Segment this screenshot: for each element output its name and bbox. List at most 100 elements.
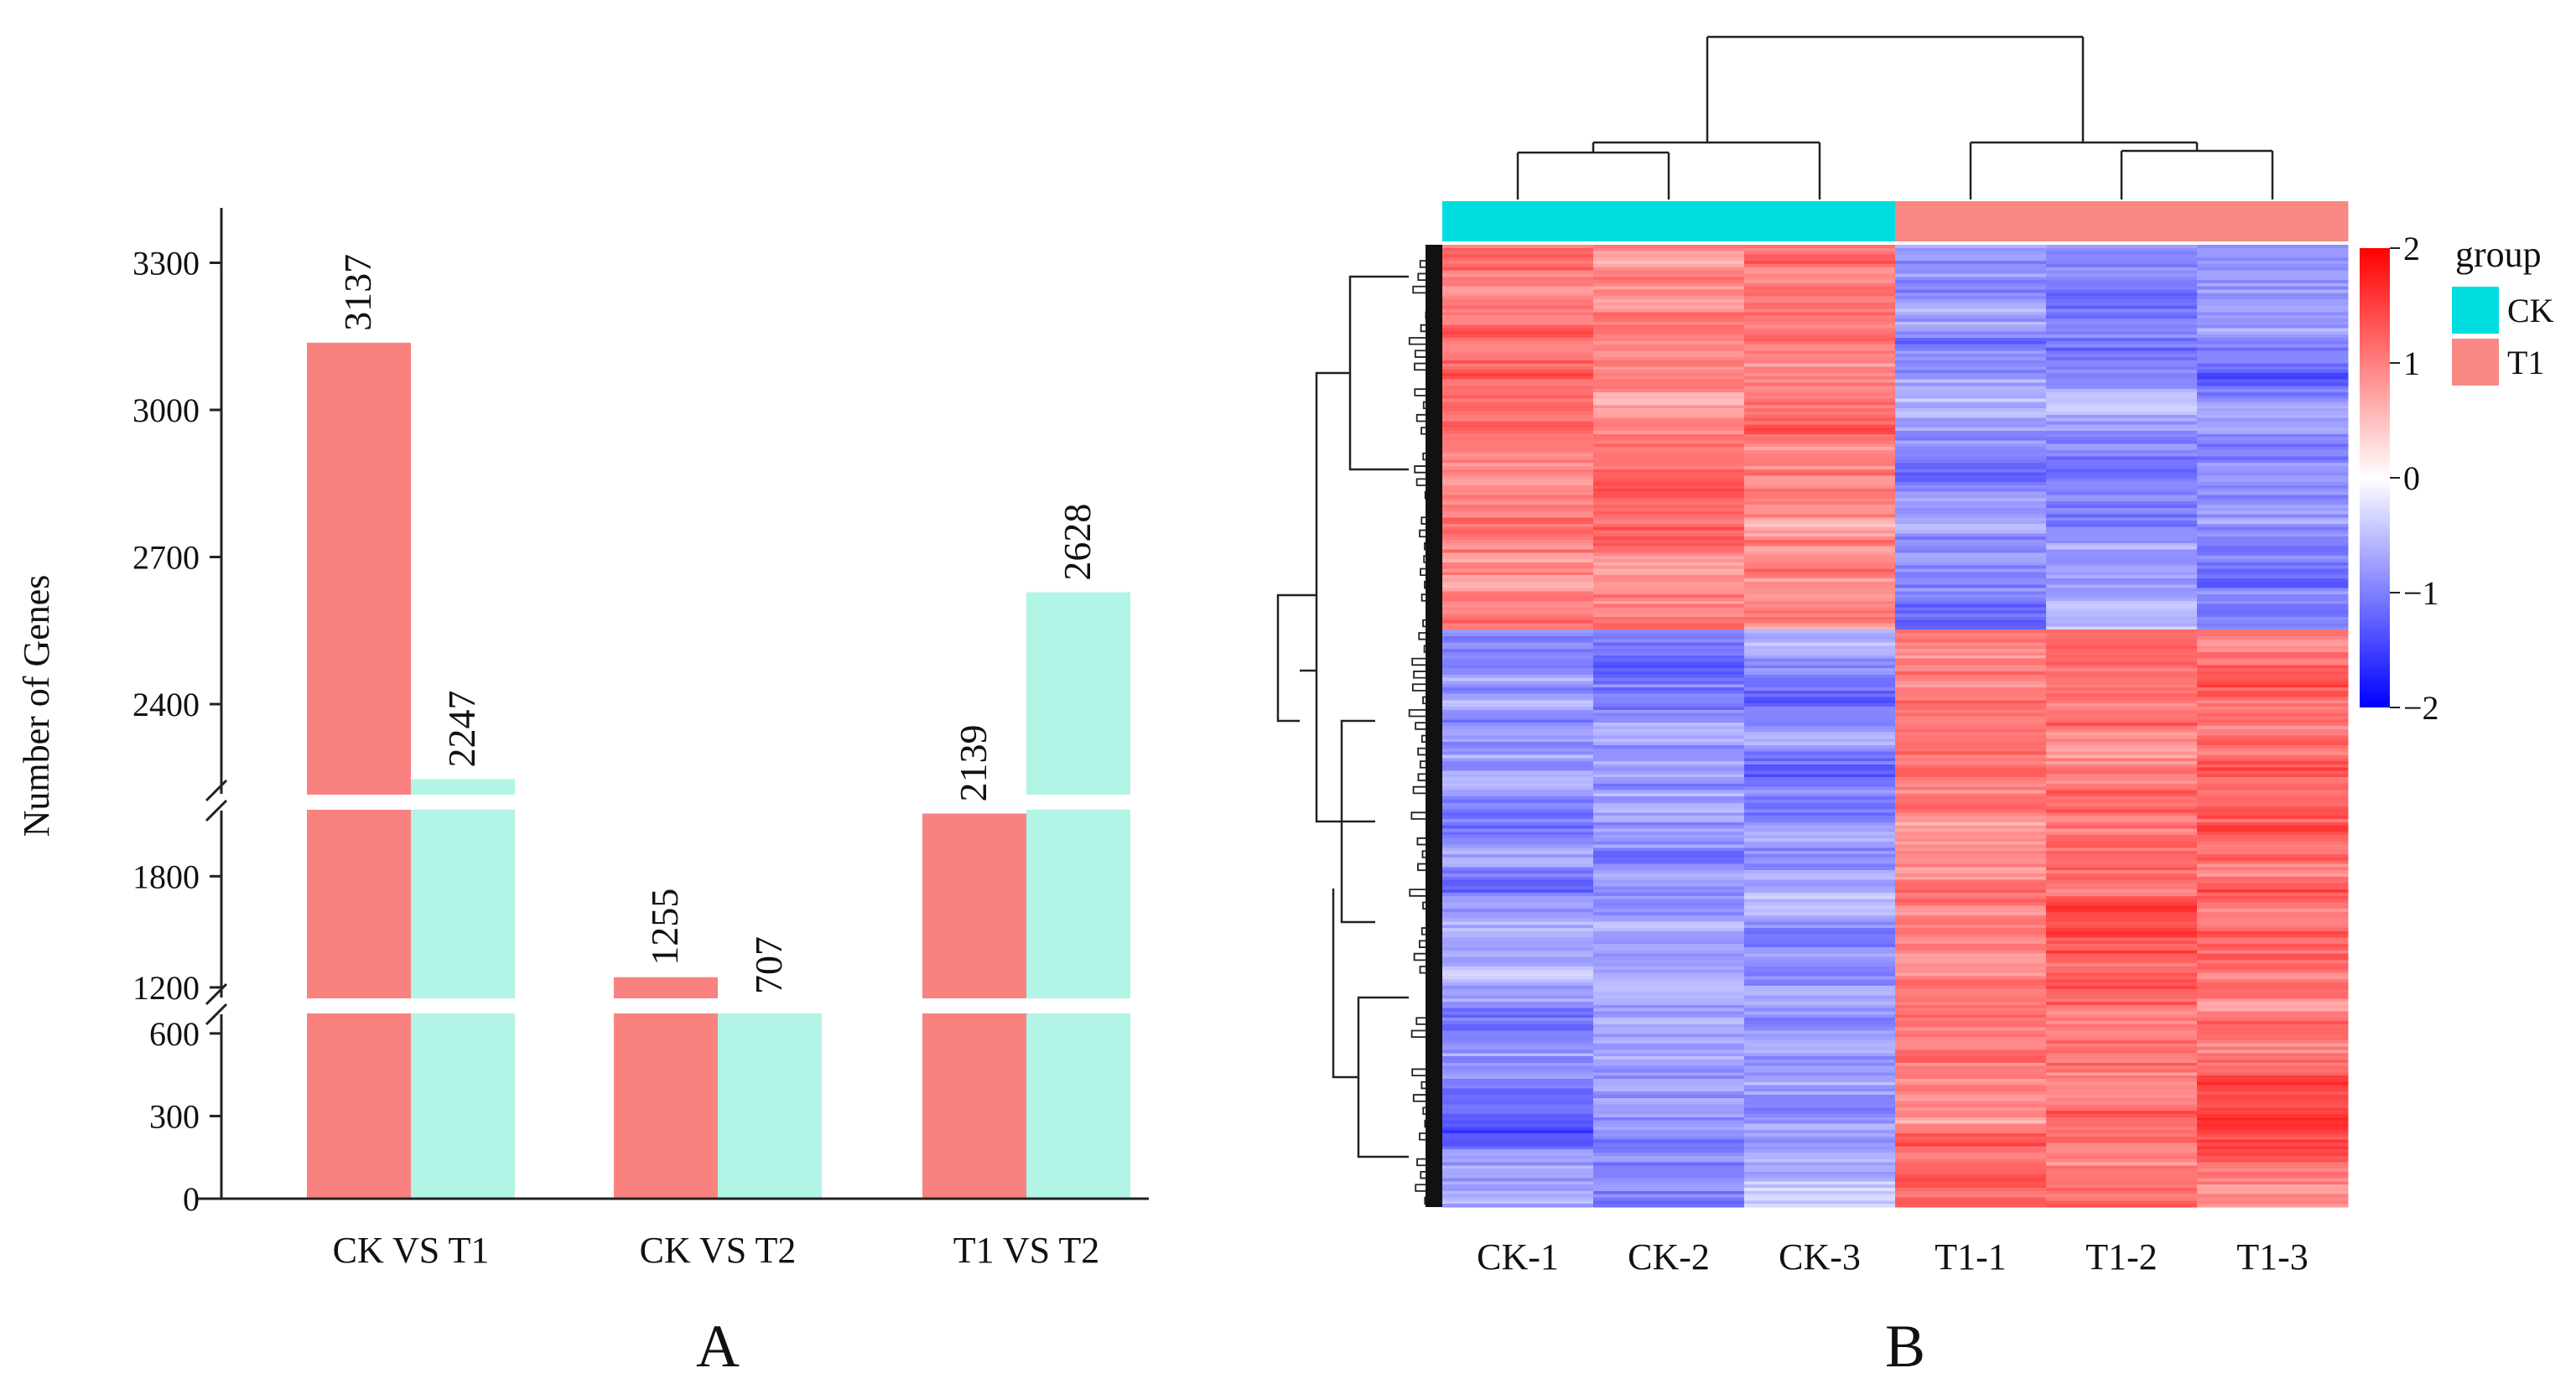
heatmap-cell	[1744, 392, 1896, 396]
heatmap-cell	[1895, 1188, 2047, 1192]
heatmap-cell	[2197, 988, 2349, 993]
heatmap-cell	[1895, 665, 2047, 669]
heatmap-cell	[2046, 488, 2198, 493]
heatmap-cell	[1593, 681, 1745, 685]
heatmap-cell	[1744, 428, 1896, 432]
category-label: T1 VS T2	[953, 1230, 1099, 1271]
heatmap-cell	[1442, 915, 1594, 920]
heatmap-cell	[2046, 633, 2198, 637]
heatmap-cell	[1744, 944, 1896, 948]
heatmap-cell	[2197, 366, 2349, 371]
heatmap-cell	[1744, 610, 1896, 614]
heatmap-cell	[1744, 969, 1896, 974]
heatmap-cell	[1442, 857, 1594, 862]
heatmap-cell	[1593, 607, 1745, 611]
heatmap-cell	[2197, 976, 2349, 980]
y-tick-label: 1800	[132, 858, 200, 895]
heatmap-cell	[2046, 777, 2198, 781]
heatmap-cell	[2197, 1004, 2349, 1009]
heatmap-cell	[2046, 319, 2198, 323]
heatmap-cell	[1895, 1002, 2047, 1006]
heatmap-cell	[1442, 925, 1594, 929]
heatmap-cell	[2046, 1037, 2198, 1041]
heatmap-cell	[1593, 305, 1745, 310]
heatmap-cell	[1895, 1081, 2047, 1086]
heatmap-cell	[2197, 751, 2349, 756]
heatmap-cell	[2046, 748, 2198, 753]
heatmap-cell	[2046, 857, 2198, 862]
heatmap-cell	[2046, 806, 2198, 811]
heatmap-cell	[1593, 860, 1745, 865]
heatmap-cell	[1744, 1149, 1896, 1153]
heatmap-cell	[1895, 376, 2047, 381]
heatmap-cell	[1442, 517, 1594, 521]
heatmap-cell	[1744, 466, 1896, 470]
heatmap-cell	[1895, 873, 2047, 878]
heatmap-cell	[1895, 972, 2047, 977]
heatmap-cell	[1442, 716, 1594, 720]
heatmap-cell	[1744, 1018, 1896, 1022]
heatmap-cell	[1895, 767, 2047, 772]
heatmap-cell	[1593, 937, 1745, 941]
heatmap-cell	[1593, 600, 1745, 605]
heatmap-cell	[2046, 597, 2198, 602]
heatmap-cell	[2197, 972, 2349, 977]
heatmap-cell	[2046, 847, 2198, 852]
heatmap-cell	[1593, 354, 1745, 358]
heatmap-cell	[1744, 982, 1896, 987]
heatmap-cell	[1744, 793, 1896, 797]
heatmap-cell	[1895, 786, 2047, 791]
heatmap-cell	[1593, 751, 1745, 756]
heatmap-cell	[2046, 408, 2198, 412]
heatmap-cell	[2046, 370, 2198, 374]
heatmap-cell	[2046, 299, 2198, 303]
heatmap-cell	[2197, 1111, 2349, 1115]
legend-title: group	[2455, 234, 2542, 275]
heatmap-cell	[1895, 937, 2047, 941]
heatmap-cell	[1895, 542, 2047, 547]
heatmap-cell	[2197, 1059, 2349, 1064]
heatmap-cell	[1744, 832, 1896, 836]
heatmap-cell	[1895, 1075, 2047, 1080]
heatmap-cell	[2197, 1188, 2349, 1192]
heatmap-cell	[2197, 684, 2349, 688]
heatmap-cell	[1442, 575, 1594, 579]
heatmap-cell	[1895, 562, 2047, 567]
heatmap-cell	[1744, 800, 1896, 804]
heatmap-cell	[1895, 649, 2047, 653]
heatmap-cell	[1442, 1194, 1594, 1199]
heatmap-cell	[2197, 649, 2349, 653]
heatmap-cell	[1895, 1095, 2047, 1099]
heatmap-cell	[1442, 774, 1594, 778]
heatmap-cell	[1744, 1155, 1896, 1160]
heatmap-cell	[1895, 809, 2047, 813]
heatmap-cell	[2197, 433, 2349, 438]
heatmap-cell	[1744, 774, 1896, 778]
heatmap-cell	[1744, 732, 1896, 737]
heatmap-cell	[1442, 411, 1594, 416]
heatmap-cell	[1744, 742, 1896, 746]
heatmap-cell	[2046, 315, 2198, 319]
heatmap-cell	[1442, 263, 1594, 268]
legend-swatch-ck	[2452, 287, 2499, 334]
heatmap-cell	[1895, 1056, 2047, 1060]
heatmap-cell	[2046, 398, 2198, 403]
heatmap-cell	[1442, 546, 1594, 551]
heatmap-cell	[1593, 928, 1745, 932]
legend-swatch-t1	[2452, 339, 2499, 386]
heatmap-cell	[1895, 1085, 2047, 1090]
heatmap-cell	[1895, 305, 2047, 310]
heatmap-cell	[1442, 247, 1594, 252]
heatmap-cell	[1593, 802, 1745, 807]
heatmap-cell	[1442, 482, 1594, 486]
heatmap-cell	[1442, 251, 1594, 256]
heatmap-cell	[1744, 1101, 1896, 1106]
heatmap-cell	[1442, 312, 1594, 316]
heatmap-cell	[1744, 1178, 1896, 1182]
heatmap-cell	[2197, 440, 2349, 444]
heatmap-cell	[1895, 466, 2047, 470]
heatmap-cell	[1442, 899, 1594, 904]
heatmap-cell	[1442, 719, 1594, 723]
